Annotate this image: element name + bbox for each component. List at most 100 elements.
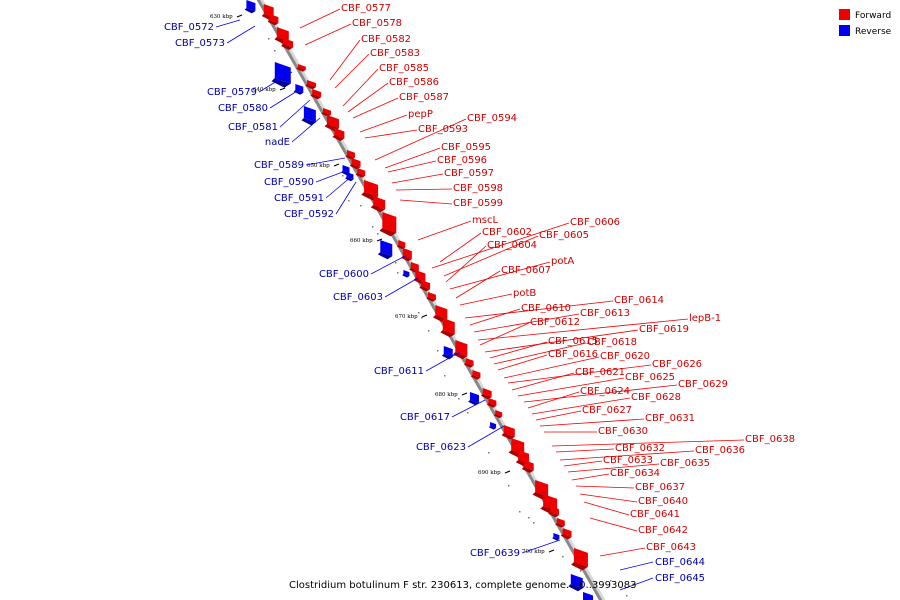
gene-label-pepp[interactable]: pepP <box>408 109 433 120</box>
gene-label-cbf-0637[interactable]: CBF_0637 <box>635 482 685 493</box>
forward-gene-feature[interactable] <box>355 168 366 178</box>
reverse-gene-feature[interactable] <box>441 346 453 360</box>
forward-gene-feature[interactable] <box>281 38 294 50</box>
gene-label-cbf-0616[interactable]: CBF_0616 <box>548 349 598 360</box>
gene-label-cbf-0639[interactable]: CBF_0639 <box>470 548 520 559</box>
gene-label-cbf-0572[interactable]: CBF_0572 <box>164 22 214 33</box>
gene-label-cbf-0641[interactable]: CBF_0641 <box>630 509 680 520</box>
gene-label-cbf-0604[interactable]: CBF_0604 <box>487 240 537 251</box>
forward-gene-feature[interactable] <box>426 292 436 302</box>
gene-label-cbf-0633[interactable]: CBF_0633 <box>603 455 653 466</box>
reverse-gene-feature[interactable] <box>244 0 256 14</box>
forward-gene-feature[interactable] <box>521 460 534 473</box>
forward-gene-feature[interactable] <box>548 506 559 518</box>
gene-label-cbf-0582[interactable]: CBF_0582 <box>361 34 411 45</box>
gene-label-cbf-0613[interactable]: CBF_0613 <box>580 308 630 319</box>
forward-gene-feature[interactable] <box>571 548 588 571</box>
gene-label-cbf-0618[interactable]: CBF_0618 <box>587 337 637 348</box>
gene-label-cbf-0600[interactable]: CBF_0600 <box>319 269 369 280</box>
gene-label-cbf-0611[interactable]: CBF_0611 <box>374 366 424 377</box>
gene-label-cbf-0597[interactable]: CBF_0597 <box>444 168 494 179</box>
forward-gene-feature[interactable] <box>470 370 481 380</box>
gene-label-cbf-0596[interactable]: CBF_0596 <box>437 155 487 166</box>
gene-label-cbf-0606[interactable]: CBF_0606 <box>570 217 620 228</box>
gene-label-cbf-0636[interactable]: CBF_0636 <box>695 445 745 456</box>
forward-gene-feature[interactable] <box>296 64 306 72</box>
gene-label-cbf-0610[interactable]: CBF_0610 <box>521 303 571 314</box>
gene-label-nade[interactable]: nadE <box>265 137 290 148</box>
gene-label-cbf-0620[interactable]: CBF_0620 <box>600 351 650 362</box>
gene-label-cbf-0621[interactable]: CBF_0621 <box>575 367 625 378</box>
reverse-gene-feature[interactable] <box>581 592 594 600</box>
gene-label-cbf-0630[interactable]: CBF_0630 <box>598 426 648 437</box>
gene-label-cbf-0592[interactable]: CBF_0592 <box>284 209 334 220</box>
gene-label-cbf-0617[interactable]: CBF_0617 <box>400 412 450 423</box>
gene-label-cbf-0624[interactable]: CBF_0624 <box>580 386 630 397</box>
gene-label-cbf-0581[interactable]: CBF_0581 <box>228 122 278 133</box>
gene-label-cbf-0632[interactable]: CBF_0632 <box>615 443 665 454</box>
gene-label-cbf-0607[interactable]: CBF_0607 <box>501 265 551 276</box>
gene-label-cbf-0635[interactable]: CBF_0635 <box>660 458 710 469</box>
gene-label-cbf-0634[interactable]: CBF_0634 <box>610 468 660 479</box>
gene-label-cbf-0602[interactable]: CBF_0602 <box>482 227 532 238</box>
gene-label-cbf-0644[interactable]: CBF_0644 <box>655 557 705 568</box>
forward-gene-feature[interactable] <box>486 398 497 408</box>
gene-label-cbf-0631[interactable]: CBF_0631 <box>645 413 695 424</box>
gene-label-lepb-1[interactable]: lepB-1 <box>689 313 721 324</box>
gene-label-cbf-0623[interactable]: CBF_0623 <box>416 442 466 453</box>
gene-label-cbf-0614[interactable]: CBF_0614 <box>614 295 664 306</box>
gene-label-cbf-0587[interactable]: CBF_0587 <box>399 92 449 103</box>
forward-gene-feature[interactable] <box>480 388 492 400</box>
gene-label-cbf-0645[interactable]: CBF_0645 <box>655 573 705 584</box>
gene-label-mscl[interactable]: mscL <box>472 215 498 226</box>
forward-gene-feature[interactable] <box>332 128 345 141</box>
gene-label-cbf-0640[interactable]: CBF_0640 <box>638 496 688 507</box>
gene-label-cbf-0580[interactable]: CBF_0580 <box>218 103 268 114</box>
gene-label-cbf-0598[interactable]: CBF_0598 <box>453 183 503 194</box>
forward-gene-feature[interactable] <box>493 410 503 419</box>
reverse-gene-feature[interactable] <box>345 172 354 182</box>
gene-label-cbf-0586[interactable]: CBF_0586 <box>389 77 439 88</box>
gene-label-cbf-0627[interactable]: CBF_0627 <box>582 405 632 416</box>
forward-gene-feature[interactable] <box>379 212 397 237</box>
gene-label-cbf-0625[interactable]: CBF_0625 <box>625 372 675 383</box>
gene-label-cbf-0612[interactable]: CBF_0612 <box>530 317 580 328</box>
gene-label-cbf-0643[interactable]: CBF_0643 <box>646 542 696 553</box>
reverse-gene-feature[interactable] <box>377 240 393 260</box>
gene-label-cbf-0599[interactable]: CBF_0599 <box>453 198 503 209</box>
gene-label-cbf-0603[interactable]: CBF_0603 <box>333 292 383 303</box>
gene-label-cbf-0583[interactable]: CBF_0583 <box>370 48 420 59</box>
forward-gene-feature[interactable] <box>419 280 431 292</box>
reverse-gene-feature[interactable] <box>552 533 560 541</box>
gene-label-potb[interactable]: potB <box>513 288 536 299</box>
reverse-gene-feature[interactable] <box>402 270 410 278</box>
forward-gene-feature[interactable] <box>463 358 474 368</box>
reverse-gene-feature[interactable] <box>468 392 479 406</box>
forward-gene-feature[interactable] <box>310 89 322 100</box>
gene-label-cbf-0591[interactable]: CBF_0591 <box>274 193 324 204</box>
gene-label-cbf-0589[interactable]: CBF_0589 <box>254 160 304 171</box>
reverse-gene-feature[interactable] <box>301 106 316 126</box>
gene-label-cbf-0590[interactable]: CBF_0590 <box>264 177 314 188</box>
gene-label-cbf-0585[interactable]: CBF_0585 <box>379 63 429 74</box>
gene-label-cbf-0605[interactable]: CBF_0605 <box>539 230 589 241</box>
reverse-gene-feature[interactable] <box>271 62 291 88</box>
forward-gene-feature[interactable] <box>305 80 317 90</box>
forward-gene-feature[interactable] <box>370 196 386 213</box>
gene-label-cbf-0638[interactable]: CBF_0638 <box>745 434 795 445</box>
reverse-gene-feature[interactable] <box>293 84 304 95</box>
gene-label-cbf-0615[interactable]: CBF_0615 <box>548 336 598 347</box>
gene-label-cbf-0595[interactable]: CBF_0595 <box>441 142 491 153</box>
forward-gene-feature[interactable] <box>267 14 279 26</box>
forward-gene-feature[interactable] <box>349 158 361 170</box>
gene-label-cbf-0578[interactable]: CBF_0578 <box>352 18 402 29</box>
gene-label-pota[interactable]: potA <box>551 256 574 267</box>
gene-label-cbf-0626[interactable]: CBF_0626 <box>652 359 702 370</box>
forward-gene-feature[interactable] <box>560 528 572 540</box>
reverse-gene-feature[interactable] <box>568 574 583 592</box>
forward-gene-feature[interactable] <box>555 518 565 528</box>
reverse-gene-feature[interactable] <box>488 422 497 430</box>
gene-label-cbf-0579[interactable]: CBF_0579 <box>207 87 257 98</box>
gene-label-cbf-0594[interactable]: CBF_0594 <box>467 113 517 124</box>
gene-label-cbf-0628[interactable]: CBF_0628 <box>631 392 681 403</box>
